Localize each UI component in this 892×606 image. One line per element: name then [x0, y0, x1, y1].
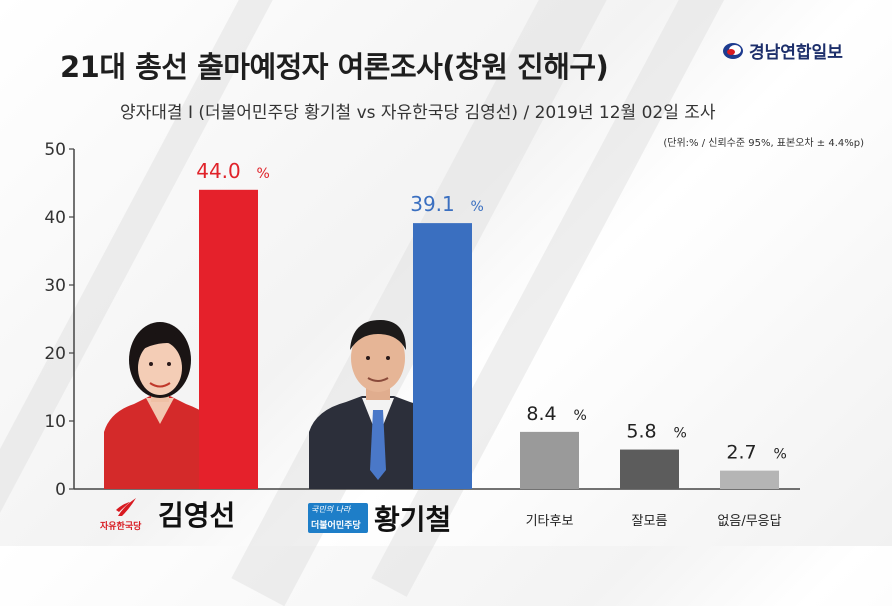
data-label-2: 8.4 — [526, 403, 556, 425]
data-unit-0: % — [257, 166, 270, 182]
candidate-label-kim: 자유한국당 김영선 — [100, 494, 235, 534]
y-tick-label: 40 — [44, 208, 66, 228]
candidate-name-kim: 김영선 — [158, 499, 236, 532]
y-tick-label: 0 — [55, 480, 66, 500]
newspaper-logo: 경남연합일보 — [722, 38, 843, 63]
data-unit-2: % — [574, 408, 587, 424]
torch-icon — [116, 498, 136, 516]
party-name-hwang: 더불어민주당 — [311, 521, 361, 531]
category-label-2: 기타후보 — [526, 514, 574, 529]
category-label-3: 잘모름 — [632, 514, 668, 529]
party-logo-liberty-korea: 자유한국당 — [100, 496, 152, 532]
bar-4 — [720, 470, 779, 489]
data-label-4: 2.7 — [726, 442, 756, 464]
bar-1 — [413, 223, 472, 489]
category-label-4: 없음/무응답 — [717, 514, 781, 529]
chart-subtitle: 양자대결 I (더불어민주당 황기철 vs 자유한국당 김영선) / 2019년… — [120, 103, 716, 123]
chart-title: 21대 총선 출마예정자 여론조사(창원 진해구) — [60, 50, 609, 84]
candidate-label-hwang: 국민의 나라 더불어민주당 황기철 — [308, 498, 451, 538]
candidate-photo-kim — [104, 322, 220, 489]
y-tick-label: 10 — [44, 412, 66, 432]
y-tick-label: 50 — [44, 140, 66, 160]
data-label-3: 5.8 — [626, 421, 656, 443]
newspaper-emblem-icon — [722, 42, 744, 60]
newspaper-name: 경남연합일보 — [749, 43, 843, 63]
bar-3 — [620, 449, 679, 489]
bar-0 — [199, 189, 258, 490]
party-logo-democratic: 국민의 나라 더불어민주당 — [308, 503, 368, 533]
y-tick-label: 30 — [44, 276, 66, 296]
data-unit-1: % — [471, 199, 484, 215]
data-unit-3: % — [674, 426, 687, 442]
candidate-photo-hwang — [309, 320, 446, 489]
party-slogan: 국민의 나라 — [311, 505, 351, 514]
survey-note: (단위:% / 신뢰수준 95%, 표본오차 ± 4.4%p) — [663, 138, 864, 149]
y-tick-label: 20 — [44, 344, 66, 364]
data-label-1: 39.1 — [410, 192, 455, 216]
data-label-0: 44.0 — [196, 159, 241, 183]
party-name-kim: 자유한국당 — [100, 522, 142, 532]
data-unit-4: % — [774, 447, 787, 463]
bar-chart: 0 10 20 30 40 50 44.0 % 39.1 % 8.4 % 기타후보 5.8 — [44, 140, 800, 529]
bar-2 — [520, 431, 579, 489]
candidate-name-hwang: 황기철 — [374, 503, 452, 536]
